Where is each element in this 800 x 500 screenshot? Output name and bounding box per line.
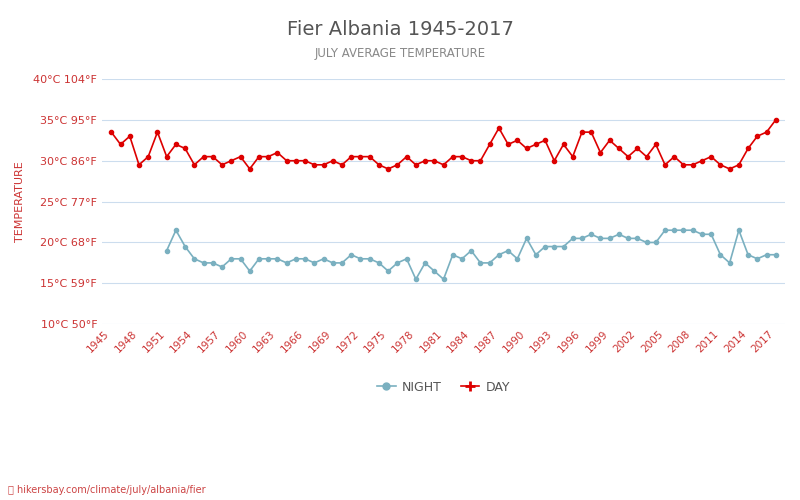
Text: 🔴 hikersbay.com/climate/july/albania/fier: 🔴 hikersbay.com/climate/july/albania/fie…	[8, 485, 206, 495]
Legend: NIGHT, DAY: NIGHT, DAY	[372, 376, 515, 399]
Y-axis label: TEMPERATURE: TEMPERATURE	[15, 161, 25, 242]
Text: JULY AVERAGE TEMPERATURE: JULY AVERAGE TEMPERATURE	[314, 48, 486, 60]
Text: Fier Albania 1945-2017: Fier Albania 1945-2017	[286, 20, 514, 39]
